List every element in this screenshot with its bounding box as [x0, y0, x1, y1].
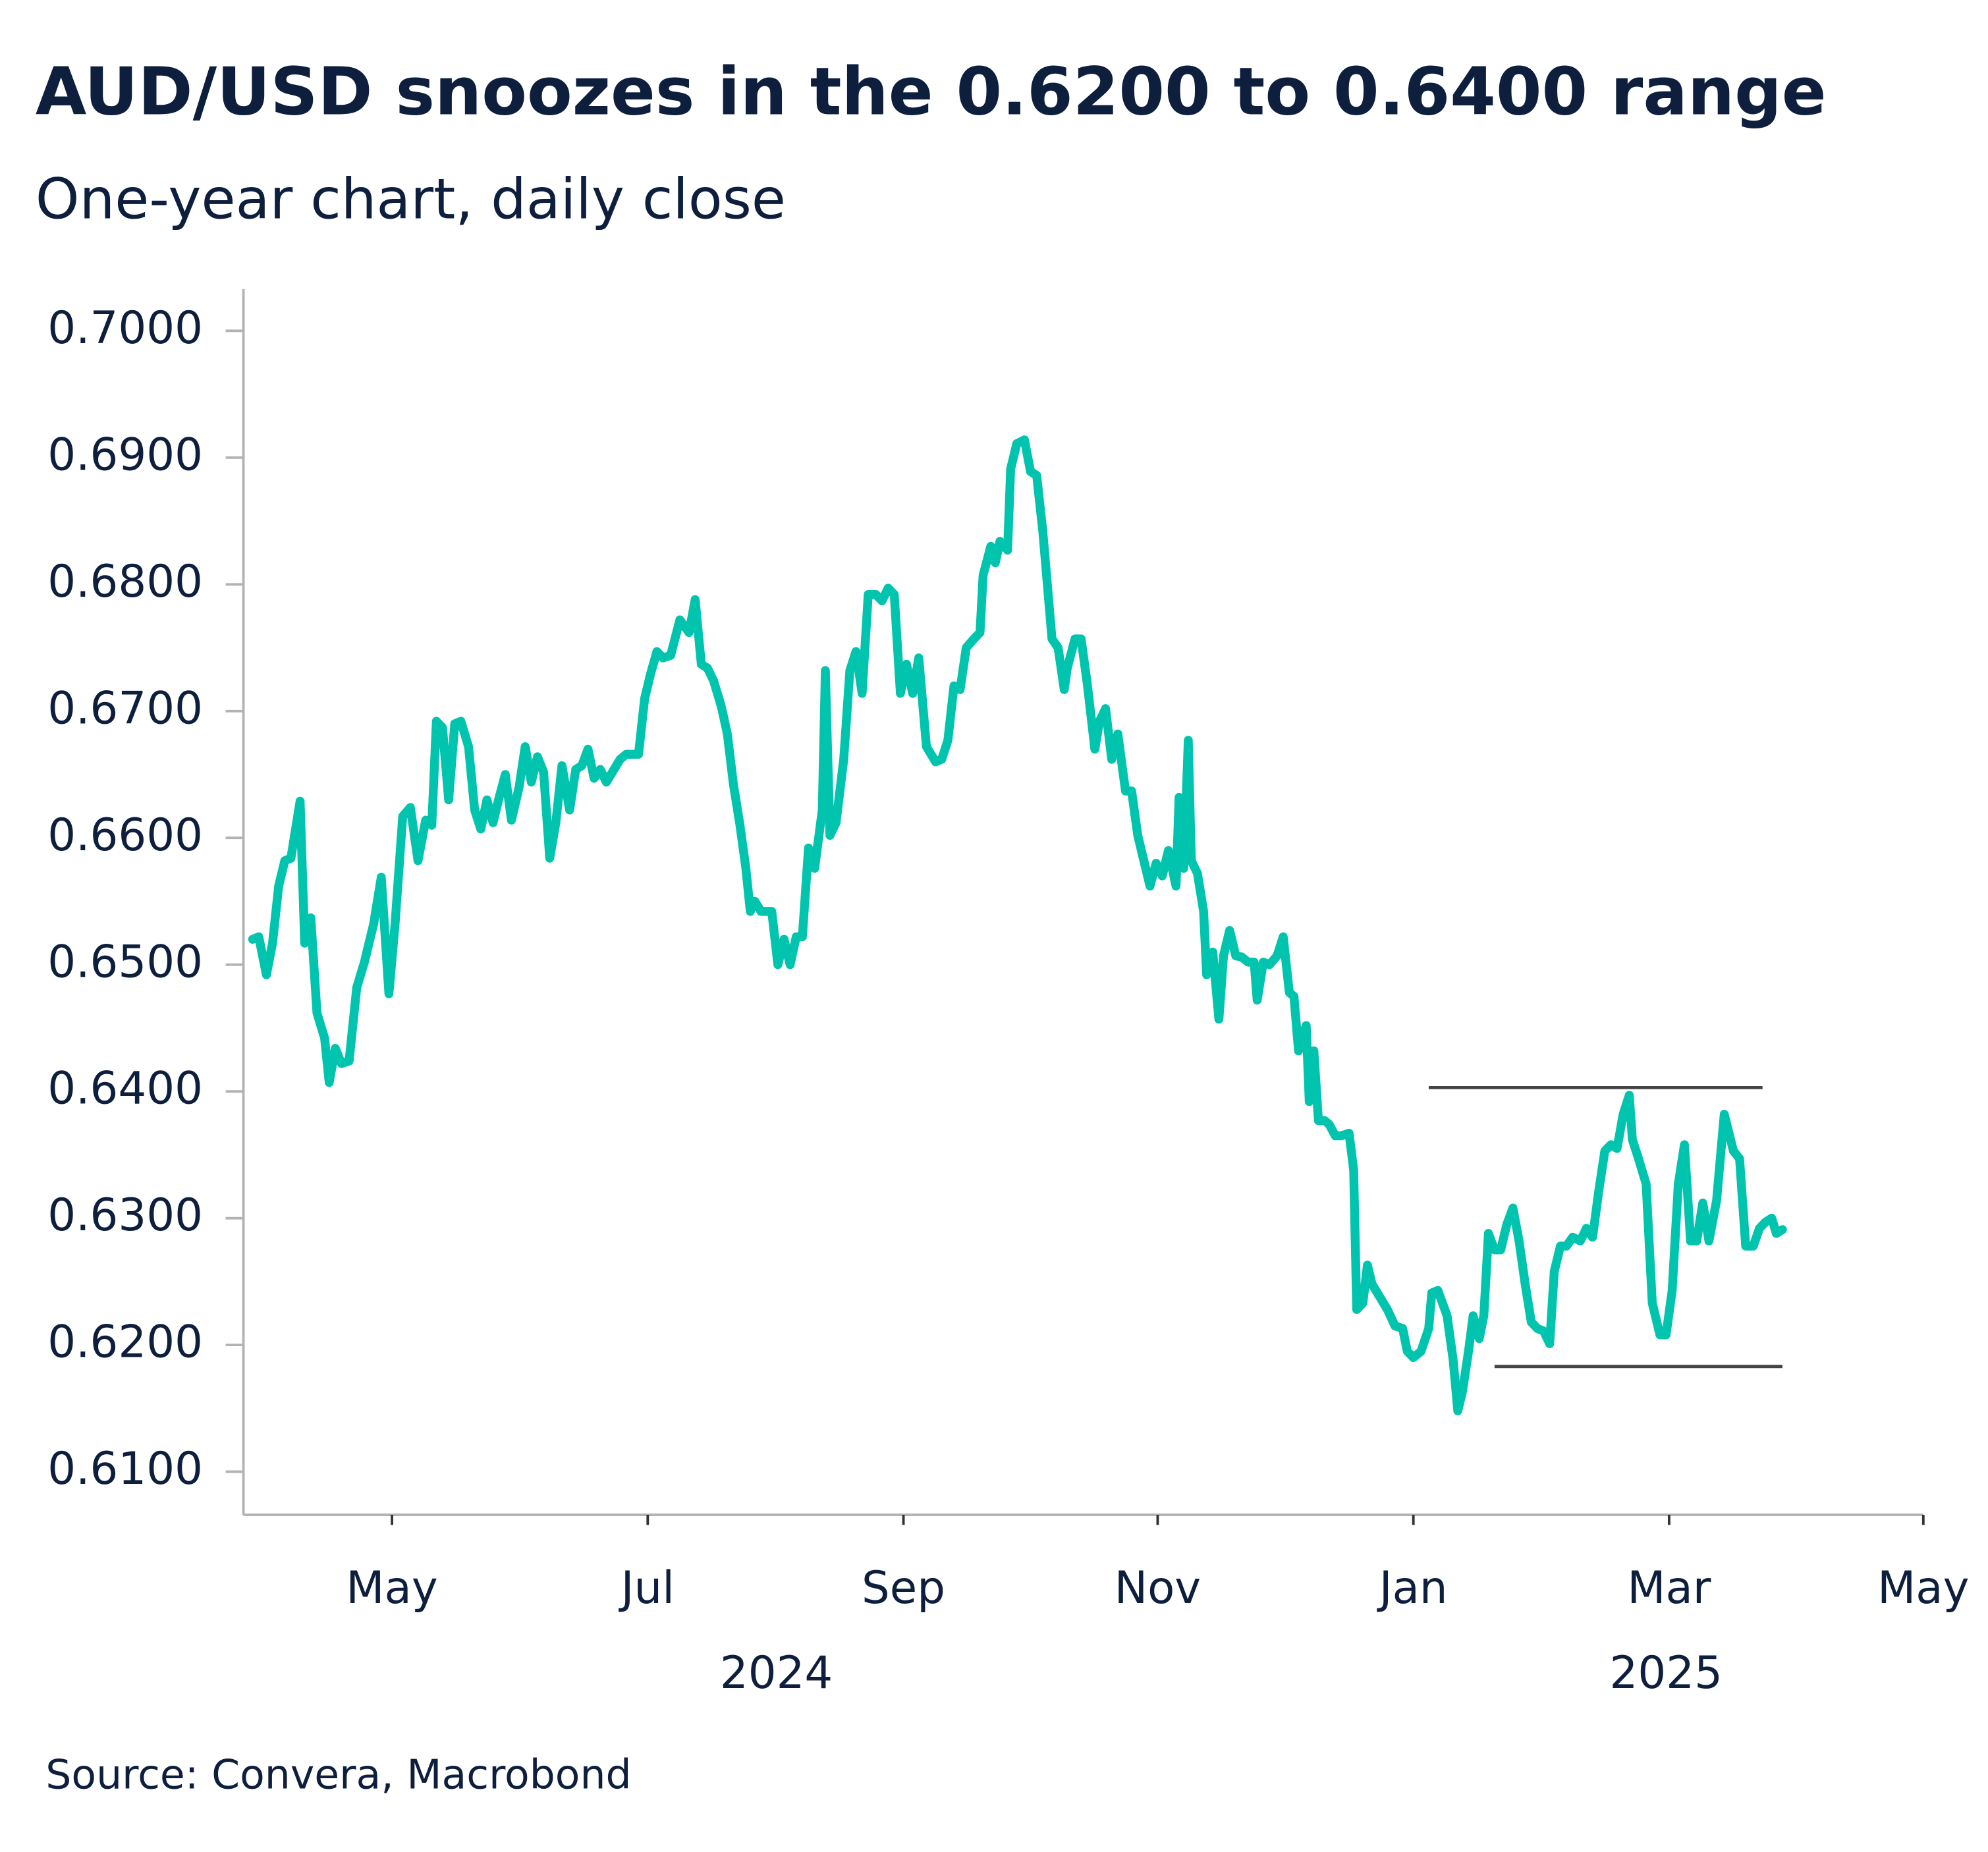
y-tick-label: 0.6500: [47, 935, 203, 987]
y-tick-label: 0.6900: [47, 428, 203, 480]
price-line: [248, 435, 1787, 1415]
y-tick-label: 0.6700: [47, 682, 203, 734]
y-tick-label: 0.7000: [47, 302, 203, 354]
x-tick-label: May: [1877, 1562, 1969, 1614]
x-tick-label: Jan: [1377, 1562, 1448, 1614]
x-tick-label: Mar: [1627, 1562, 1711, 1614]
y-tick-label: 0.6800: [47, 555, 203, 607]
y-tick-label: 0.6400: [47, 1062, 203, 1114]
chart-subtitle: One-year chart, daily close: [36, 166, 786, 231]
x-tick-label: Nov: [1115, 1562, 1201, 1614]
y-tick-label: 0.6100: [47, 1442, 203, 1494]
y-tick-label: 0.6200: [47, 1316, 203, 1368]
x-year-label: 2025: [1610, 1647, 1723, 1699]
x-tick-label: May: [346, 1562, 437, 1614]
x-year-label: 2024: [720, 1647, 833, 1699]
source-note: Source: Convera, Macrobond: [45, 1751, 631, 1799]
x-tick-label: Sep: [862, 1562, 945, 1614]
y-tick-label: 0.6300: [47, 1189, 203, 1241]
chart-title: AUD/USD snoozes in the 0.6200 to 0.6400 …: [36, 53, 1827, 130]
x-tick-label: Jul: [619, 1562, 675, 1614]
y-tick-label: 0.6600: [47, 809, 203, 861]
